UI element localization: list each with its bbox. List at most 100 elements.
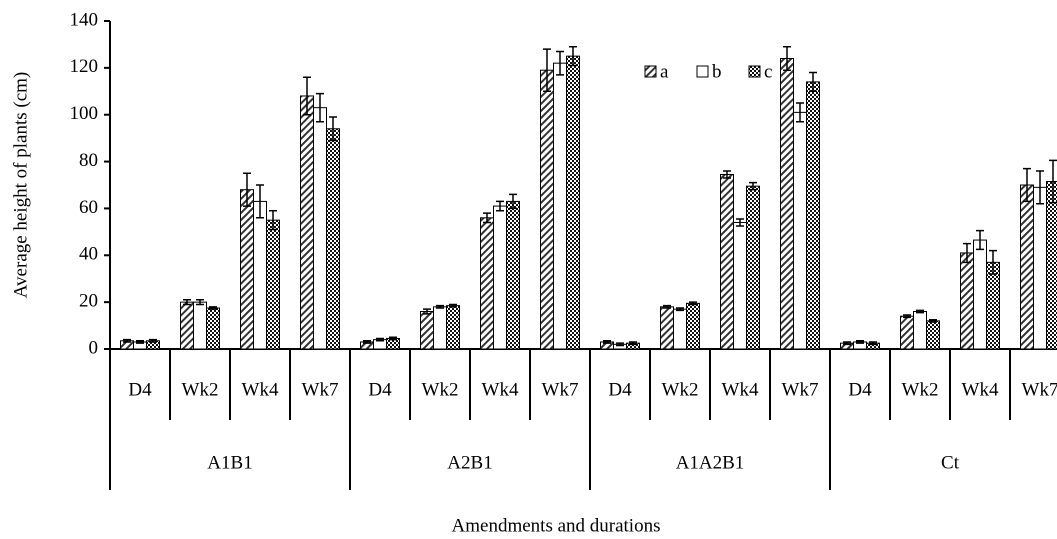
error-bar (363, 340, 371, 344)
bar (493, 205, 507, 350)
bar (553, 62, 567, 350)
error-bar (269, 210, 277, 231)
group-label: A1A2B1 (676, 452, 745, 473)
x-tick-label: D4 (608, 379, 632, 400)
error-bar (1023, 167, 1031, 203)
error-bar (689, 301, 697, 306)
error-bar (449, 303, 457, 308)
error-bar (629, 341, 637, 346)
error-bar (329, 116, 337, 142)
x-tick-label: D4 (368, 379, 392, 400)
x-tick-label: Wk7 (542, 379, 579, 400)
error-bar (676, 307, 684, 312)
bar (566, 55, 580, 350)
error-bar (303, 76, 311, 116)
error-bar (256, 184, 264, 219)
error-bar (436, 304, 444, 309)
bar (793, 111, 807, 350)
error-bar (196, 299, 204, 306)
error-bar (976, 229, 984, 251)
bar (506, 200, 520, 350)
error-bar (543, 48, 551, 93)
error-bar (723, 170, 731, 179)
error-bar (929, 318, 937, 323)
bar (686, 302, 700, 350)
y-tick-label: 140 (70, 9, 99, 30)
group-label: A2B1 (447, 452, 492, 473)
bar (926, 320, 940, 350)
error-bar (869, 341, 877, 346)
bar (960, 252, 974, 350)
x-tick-label: Wk4 (722, 379, 759, 400)
legend-label: b (712, 61, 722, 82)
error-bar (989, 249, 997, 275)
error-bar (843, 341, 851, 346)
error-bar (136, 340, 144, 344)
y-tick-label: 120 (70, 56, 99, 77)
bar (673, 308, 687, 350)
error-bar (483, 212, 491, 224)
bar (206, 307, 220, 350)
error-bar (796, 102, 804, 123)
error-bar (903, 314, 911, 319)
bar (720, 173, 734, 350)
error-bar (783, 46, 791, 71)
error-bar (809, 71, 817, 93)
error-bar (963, 242, 971, 264)
bar (660, 306, 674, 350)
y-tick-label: 60 (79, 197, 98, 218)
bar (300, 95, 314, 350)
bar (420, 311, 434, 350)
y-tick-label: 20 (79, 291, 98, 312)
legend-label: c (764, 61, 772, 82)
bar (986, 261, 1000, 350)
error-bar (616, 342, 624, 347)
error-bar (569, 46, 577, 67)
error-bar (509, 193, 517, 210)
x-tick-label: Wk4 (242, 379, 279, 400)
error-bar (149, 338, 157, 343)
x-tick-label: Wk2 (182, 379, 219, 400)
error-bar (663, 304, 671, 309)
y-tick-label: 0 (89, 337, 99, 358)
legend-swatch (644, 65, 657, 78)
group-label: Ct (941, 452, 960, 473)
bar (1046, 180, 1057, 350)
error-bar (736, 218, 744, 227)
x-tick-label: Wk7 (302, 379, 339, 400)
y-axis-title: Average height of plants (cm) (10, 72, 31, 299)
x-axis-title: Amendments and durations (452, 515, 661, 536)
x-tick-label: Wk7 (782, 379, 819, 400)
bar (433, 306, 447, 350)
bar (446, 305, 460, 350)
error-bar (209, 306, 217, 310)
bar (240, 189, 254, 350)
error-bar (1049, 159, 1057, 204)
legend-label: a (660, 61, 669, 82)
x-tick-label: Wk7 (1022, 379, 1057, 400)
bar (913, 311, 927, 350)
error-bar (1036, 170, 1044, 205)
y-tick-label: 40 (79, 244, 98, 265)
error-bar (243, 172, 251, 207)
error-bar (316, 92, 324, 123)
x-tick-label: Wk2 (662, 379, 699, 400)
legend-swatch (696, 65, 709, 78)
bar (266, 219, 280, 350)
x-tick-label: D4 (128, 379, 152, 400)
bar (780, 57, 794, 350)
error-bar (856, 340, 864, 344)
y-tick-label: 80 (79, 150, 98, 171)
error-bar (556, 50, 564, 76)
x-tick-label: D4 (848, 379, 872, 400)
error-bar (423, 308, 431, 315)
error-bar (496, 200, 504, 212)
error-bar (389, 336, 397, 341)
bar (540, 69, 554, 350)
error-bar (183, 299, 191, 306)
bar (746, 185, 760, 350)
group-label: A1B1 (207, 452, 252, 473)
bar (313, 107, 327, 350)
error-bar (603, 340, 611, 344)
